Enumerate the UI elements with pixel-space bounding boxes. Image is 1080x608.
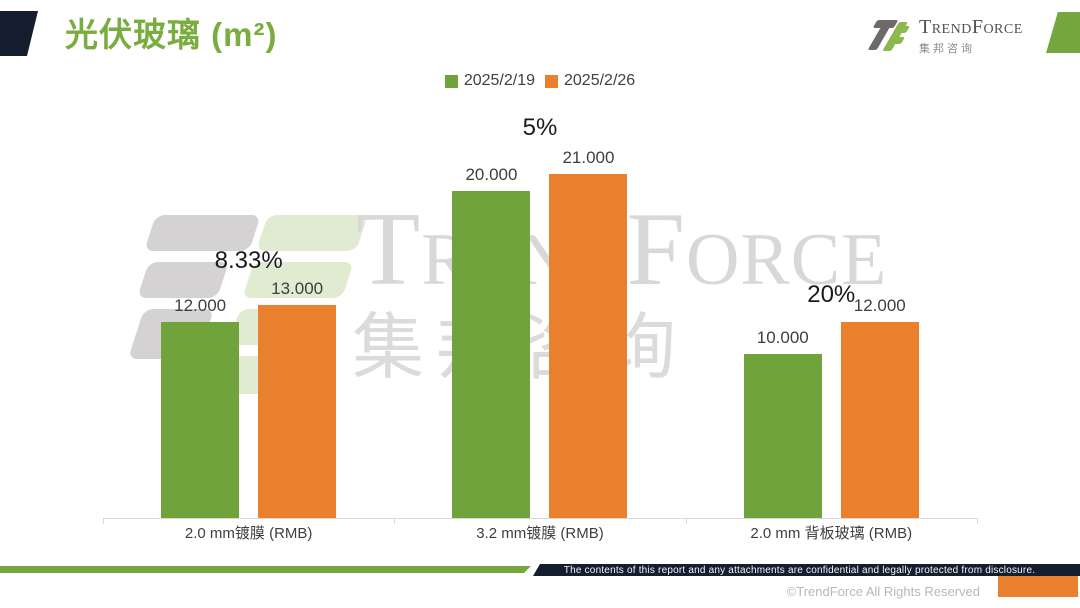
copyright-text: ©TrendForce All Rights Reserved bbox=[786, 584, 980, 599]
bar-s1-g2 bbox=[840, 321, 919, 518]
confidentiality-note: The contents of this report and any atta… bbox=[563, 564, 1036, 576]
bar-value-label: 21.000 bbox=[562, 148, 615, 168]
legend-swatch-icon bbox=[545, 74, 558, 88]
x-axis-tick bbox=[394, 518, 396, 524]
x-axis-tick bbox=[685, 518, 687, 524]
page-title: 光伏玻璃 (m²) bbox=[65, 16, 278, 53]
footer-orange-accent bbox=[998, 576, 1078, 597]
brand-name: TrendForce bbox=[919, 16, 1023, 38]
bar-s0-g1 bbox=[452, 190, 531, 518]
bar-s1-g1 bbox=[549, 174, 628, 518]
x-axis-line bbox=[103, 518, 977, 519]
footer-green-bar bbox=[0, 566, 531, 573]
change-percent-label: 20% bbox=[807, 280, 856, 308]
footer-navy-bar: The contents of this report and any atta… bbox=[533, 564, 1080, 576]
brand-text-block: TrendForce 集邦咨询 bbox=[919, 17, 1023, 56]
bar-s0-g2 bbox=[743, 354, 822, 518]
legend-label: 2025/2/19 bbox=[463, 72, 535, 89]
brand-subname: 集邦咨询 bbox=[919, 43, 975, 55]
chart-legend: 2025/2/19 2025/2/26 bbox=[0, 72, 1080, 90]
bar-value-label: 13.000 bbox=[271, 279, 324, 299]
x-axis-tick bbox=[103, 518, 104, 524]
bar-value-label: 12.000 bbox=[853, 295, 906, 315]
bar-value-label: 10.000 bbox=[756, 328, 809, 348]
category-label: 2.0 mm 背板玻璃 (RMB) bbox=[750, 525, 913, 542]
category-label: 3.2 mm镀膜 (RMB) bbox=[476, 525, 604, 542]
category-label: 2.0 mm镀膜 (RMB) bbox=[184, 525, 313, 542]
legend-item-0: 2025/2/19 bbox=[444, 72, 535, 90]
bar-s1-g0 bbox=[258, 305, 337, 518]
x-axis-tick bbox=[976, 518, 978, 524]
change-percent-label: 5% bbox=[522, 114, 558, 142]
bar-value-label: 20.000 bbox=[465, 164, 518, 184]
legend-swatch-icon bbox=[444, 74, 458, 88]
bar-s0-g0 bbox=[161, 321, 240, 518]
legend-label: 2025/2/26 bbox=[564, 72, 636, 89]
brand-logo: TrendForce 集邦咨询 bbox=[867, 17, 1023, 56]
change-percent-label: 8.33% bbox=[214, 247, 283, 275]
legend-item-1: 2025/2/26 bbox=[545, 72, 635, 90]
